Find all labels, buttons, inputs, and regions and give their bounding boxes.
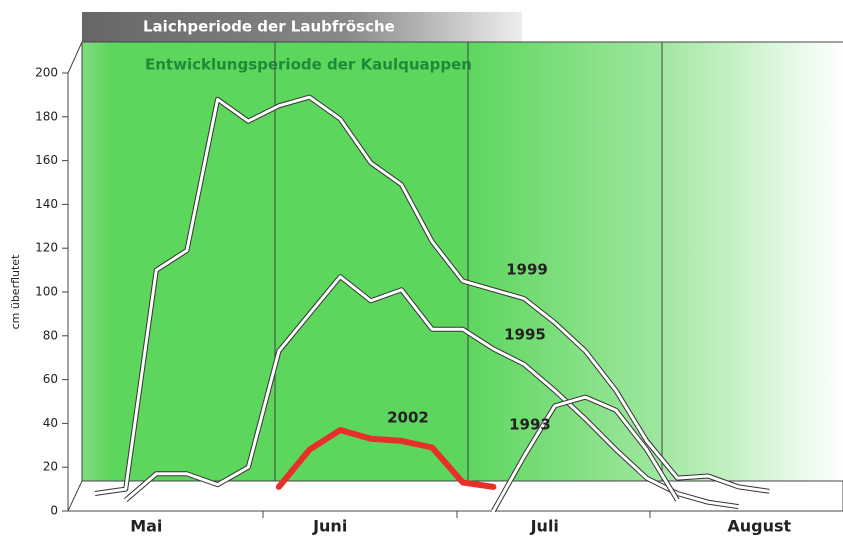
y-tick-label: 40	[43, 416, 58, 430]
plane	[82, 42, 843, 481]
y-tick-label: 60	[43, 372, 58, 386]
series-label: 1993	[509, 416, 551, 434]
y-tick-label: 80	[43, 328, 58, 342]
banner: Laichperiode der Laubfrösche	[143, 18, 395, 36]
line	[124, 275, 741, 509]
series-label: 2002	[387, 409, 429, 427]
y-tick-label: 160	[35, 153, 58, 167]
floor	[67, 480, 843, 512]
x-tick-label: August	[727, 517, 791, 536]
line	[491, 395, 679, 513]
y-tick-label: 180	[35, 109, 58, 123]
frame	[67, 41, 83, 74]
banner-bar	[82, 12, 522, 42]
series-label: 1995	[504, 326, 546, 344]
y-label: cm überflutet	[9, 254, 22, 329]
y-tick-label: 200	[35, 66, 58, 80]
y-tick-label: 0	[50, 504, 58, 518]
x-tick-label: Mai	[130, 517, 162, 536]
x-tick-label: Juli	[530, 517, 559, 536]
x-tick-label: Juni	[312, 517, 347, 536]
line	[93, 95, 771, 495]
y-tick-label: 100	[35, 285, 58, 299]
y-tick-label: 140	[35, 197, 58, 211]
y-tick-label: 120	[35, 241, 58, 255]
y-tick-label: 20	[43, 460, 58, 474]
plot: 1999 1995 1993 2002	[93, 94, 771, 513]
annotation: Entwicklungsperiode der Kaulquappen	[145, 56, 472, 74]
line	[275, 427, 497, 490]
series-label: 1999	[506, 261, 548, 279]
